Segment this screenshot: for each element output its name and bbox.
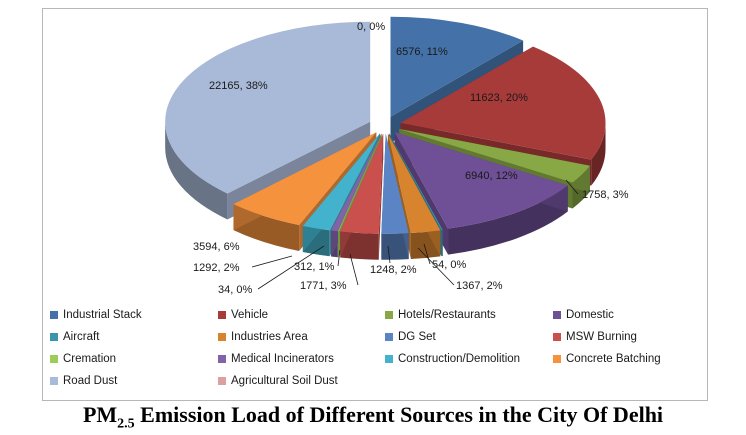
legend-item-6: Industries Area [218,330,308,344]
data-label-5: 54, 0% [432,259,466,271]
legend-swatch-4 [553,311,561,319]
legend-item-13: Road Dust [50,374,117,388]
data-label-9: 34, 0% [218,284,252,296]
legend-swatch-3 [385,311,393,319]
legend-swatch-5 [50,333,58,341]
legend-label-4: Domestic [566,309,614,321]
label-leader-3 [565,179,579,195]
legend-swatch-6 [218,333,226,341]
legend-label-13: Road Dust [63,375,118,387]
data-label-7: 1248, 2% [370,264,417,276]
legend-label-6: Industries Area [231,331,308,343]
label-leader-9 [257,245,325,290]
legend-swatch-7 [385,333,393,341]
legend-item-3: Hotels/Restaurants [385,308,496,322]
legend-swatch-10 [218,355,226,363]
legend-swatch-11 [385,355,393,363]
legend-swatch-8 [553,333,561,341]
data-label-10: 312, 1% [294,261,335,273]
legend-item-2: Vehicle [218,308,268,322]
legend-item-5: Aircraft [50,330,99,344]
legend-label-9: Cremation [63,353,117,365]
caption-subscript: 2.5 [117,416,135,432]
data-label-12: 3594, 6% [193,241,240,253]
caption-rest: Emission Load of Different Sources in th… [134,402,664,427]
legend-label-8: MSW Burning [566,331,637,343]
legend-swatch-9 [50,355,58,363]
legend-swatch-1 [50,311,58,319]
label-leader-10 [337,249,341,267]
label-leader-11 [251,255,293,268]
legend-label-1: Industrial Stack [63,309,142,321]
legend-item-11: Construction/Demolition [385,352,520,366]
legend-swatch-2 [218,311,226,319]
legend-label-12: Concrete Batching [566,353,661,365]
data-label-8: 1771, 3% [300,280,347,292]
legend-label-5: Aircraft [63,331,100,343]
data-label-2: 11623, 20% [470,92,528,104]
pie-slice-7 [381,133,409,260]
legend-item-1: Industrial Stack [50,308,142,322]
legend-item-12: Concrete Batching [553,352,661,366]
data-label-4: 6940, 12% [465,170,518,182]
legend-item-14: Agricultural Soil Dust [218,374,338,388]
chart-caption: PM2.5 Emission Load of Different Sources… [0,402,746,432]
legend-item-7: DG Set [385,330,436,344]
chart-legend: Industrial Stack Vehicle Hotels/Restaurant… [50,308,700,398]
pie-chart: 6576, 11% 11623, 20% 1758, 3% 6940, 12% 54, … [165,16,629,296]
legend-item-8: MSW Burning [553,330,637,344]
label-leader-6 [417,247,455,286]
data-label-3: 1758, 3% [582,189,629,201]
data-label-6: 1367, 2% [456,280,503,292]
label-leader-7 [387,245,391,264]
legend-item-9: Cremation [50,352,116,366]
caption-prefix: PM [82,402,118,427]
legend-item-4: Domestic [553,308,614,322]
pie-slice-8 [340,133,384,260]
legend-label-14: Agricultural Soil Dust [231,375,338,387]
legend-label-10: Medical Incinerators [231,353,334,365]
legend-swatch-13 [50,377,58,385]
legend-swatch-12 [553,355,561,363]
legend-swatch-14 [218,377,226,385]
data-label-13: 22165, 38% [209,80,268,92]
legend-label-7: DG Set [398,331,436,343]
pie-slice-4 [394,132,568,255]
data-label-14: 0, 0% [357,21,385,33]
legend-label-11: Construction/Demolition [398,353,521,365]
legend-item-10: Medical Incinerators [218,352,334,366]
label-leader-8 [349,253,359,286]
data-label-11: 1292, 2% [193,262,240,274]
legend-label-2: Vehicle [231,309,269,321]
data-label-1: 6576, 11% [396,46,448,58]
label-leader-5 [423,243,431,265]
legend-label-3: Hotels/Restaurants [398,309,496,321]
